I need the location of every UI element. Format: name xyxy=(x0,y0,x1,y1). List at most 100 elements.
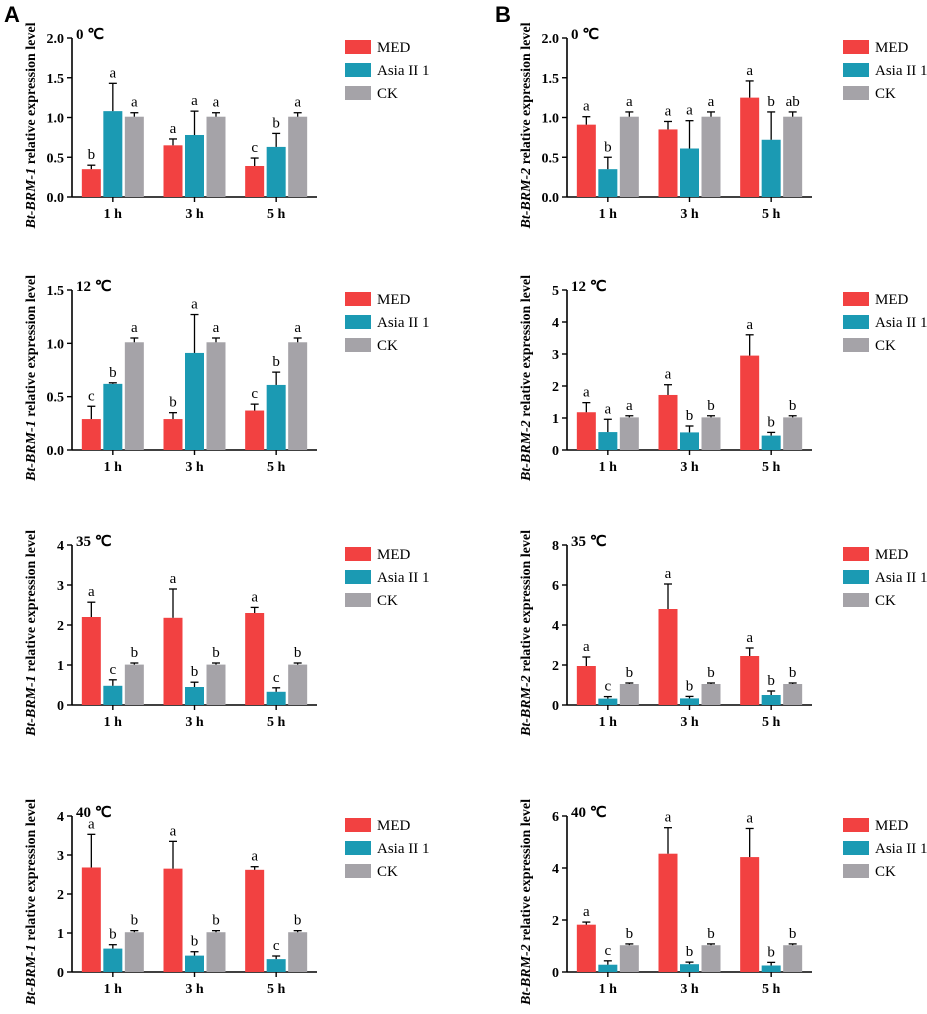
x-tick-label: 3 h xyxy=(680,207,699,222)
significance-letter: b xyxy=(212,913,220,929)
x-tick-label: 1 h xyxy=(599,982,618,997)
significance-letter: a xyxy=(251,849,258,865)
bar-asia-ii-1 xyxy=(185,352,204,450)
significance-letter: a xyxy=(626,94,633,110)
bar-asia-ii-1 xyxy=(598,169,618,197)
significance-letter: b xyxy=(686,408,694,424)
significance-letter: b xyxy=(626,665,634,681)
y-tick-label: 4 xyxy=(57,810,64,825)
bar-ck xyxy=(206,664,226,705)
significance-letter: b xyxy=(294,645,302,661)
significance-letter: b xyxy=(767,414,775,430)
significance-letter: b xyxy=(707,926,715,942)
bar-med xyxy=(81,867,101,972)
bar-ck xyxy=(206,116,226,197)
y-axis-label-gene: Bt-BRM-1 xyxy=(24,675,39,737)
legend-swatch-ck xyxy=(345,864,371,878)
x-tick-label: 1 h xyxy=(104,715,123,730)
bar-med xyxy=(81,419,101,450)
legend-swatch-med xyxy=(843,292,869,306)
y-tick-label: 0.5 xyxy=(47,151,65,166)
legend-label: Asia II 1 xyxy=(377,570,430,586)
bar-ck xyxy=(206,342,226,450)
significance-letter: a xyxy=(109,65,116,81)
bar-asia-ii-1 xyxy=(761,435,781,450)
chart-title: 12 ℃ xyxy=(571,279,607,295)
x-tick-label: 5 h xyxy=(762,715,781,730)
chart-a-1: 0 ℃ Bt-BRM-1 relative expression level 0.0… xyxy=(24,22,430,229)
bar-asia-ii-1 xyxy=(598,964,618,972)
y-tick-label: 0.0 xyxy=(47,444,65,459)
legend-label: MED xyxy=(377,818,411,834)
significance-letter: c xyxy=(88,388,95,404)
significance-letter: b xyxy=(604,139,612,155)
chart-b-2: 12 ℃ Bt-BRM-2 relative expression level 0 1… xyxy=(519,275,927,482)
legend-label: MED xyxy=(377,292,411,308)
y-tick-label: 6 xyxy=(552,810,559,825)
bar-ck xyxy=(701,417,721,450)
significance-letter: b xyxy=(789,926,797,942)
significance-letter: b xyxy=(686,944,694,960)
legend-swatch-med xyxy=(345,818,371,832)
bar-asia-ii-1 xyxy=(103,948,123,972)
legend-swatch-asia-ii-1 xyxy=(843,570,869,584)
bar-asia-ii-1 xyxy=(680,698,699,705)
y-tick-label: 2 xyxy=(552,380,559,395)
significance-letter: a xyxy=(686,103,693,119)
significance-letter: a xyxy=(88,584,95,600)
bar-med xyxy=(245,165,265,197)
significance-letter: b xyxy=(767,94,775,110)
y-tick-label: 2.0 xyxy=(47,32,65,47)
significance-letter: a xyxy=(604,401,611,417)
bar-ck xyxy=(206,932,226,972)
bar-ck xyxy=(701,116,721,197)
significance-letter: a xyxy=(746,810,753,826)
chart-a-4: 40 ℃ Bt-BRM-1 relative expression level 0 1… xyxy=(24,799,430,1006)
legend-swatch-asia-ii-1 xyxy=(345,841,371,855)
significance-letter: a xyxy=(170,571,177,587)
y-axis-label-gene: Bt-BRM-1 xyxy=(24,420,39,482)
significance-letter: b xyxy=(272,354,280,370)
bar-med xyxy=(658,394,678,450)
y-axis-label: Bt-BRM-2 relative expression level xyxy=(519,22,534,229)
bar-med xyxy=(740,97,760,197)
significance-letter: b xyxy=(109,927,117,943)
bar-ck xyxy=(701,684,721,705)
y-tick-label: 2 xyxy=(57,619,64,634)
significance-letter: ab xyxy=(786,94,800,110)
bar-ck xyxy=(288,342,308,450)
bar-med xyxy=(576,666,596,705)
significance-letter: c xyxy=(604,943,611,959)
y-axis-label: Bt-BRM-2 relative expression level xyxy=(519,799,534,1006)
bar-asia-ii-1 xyxy=(266,959,286,972)
x-tick-label: 3 h xyxy=(680,715,699,730)
y-tick-label: 0 xyxy=(57,699,64,714)
chart-a-2: 12 ℃ Bt-BRM-1 relative expression level 0.… xyxy=(24,275,430,482)
bar-asia-ii-1 xyxy=(185,134,204,197)
significance-letter: c xyxy=(273,938,280,954)
chart-title: 40 ℃ xyxy=(76,805,112,821)
x-tick-label: 5 h xyxy=(762,460,781,475)
x-tick-label: 1 h xyxy=(599,207,618,222)
legend-swatch-asia-ii-1 xyxy=(843,63,869,77)
y-tick-label: 0 xyxy=(552,699,559,714)
significance-letter: c xyxy=(604,679,611,695)
bar-med xyxy=(245,869,265,972)
bar-med xyxy=(658,129,678,197)
significance-letter: a xyxy=(131,320,138,336)
bar-asia-ii-1 xyxy=(761,139,781,197)
y-axis-label: Bt-BRM-1 relative expression level xyxy=(24,22,39,229)
y-tick-label: 0 xyxy=(552,966,559,981)
bar-med xyxy=(658,853,678,972)
bar-med xyxy=(740,857,760,972)
x-tick-label: 3 h xyxy=(185,715,204,730)
legend-swatch-ck xyxy=(843,864,869,878)
bar-ck xyxy=(288,116,308,197)
legend-swatch-asia-ii-1 xyxy=(345,570,371,584)
significance-letter: a xyxy=(583,904,590,920)
y-axis-label-gene: Bt-BRM-2 xyxy=(519,675,534,737)
bar-asia-ii-1 xyxy=(680,964,699,972)
legend-swatch-asia-ii-1 xyxy=(345,315,371,329)
y-axis-label-text: relative expression level xyxy=(519,275,534,420)
bar-asia-ii-1 xyxy=(598,698,618,705)
